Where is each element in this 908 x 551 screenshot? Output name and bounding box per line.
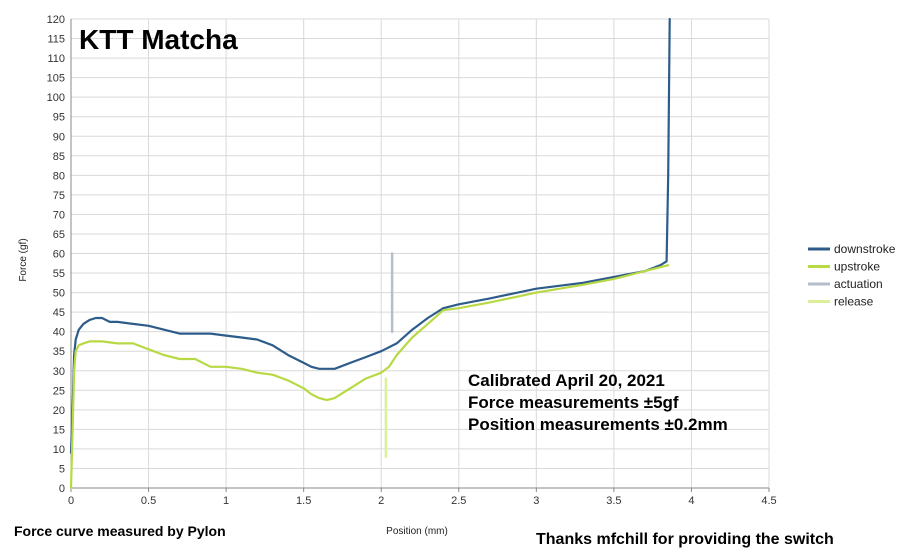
y-tick-label: 105	[47, 73, 65, 85]
y-tick-label: 55	[53, 268, 65, 280]
y-tick-label: 50	[53, 288, 65, 300]
y-tick-label: 90	[53, 131, 65, 143]
annotation-position-accuracy: Position measurements ±0.2mm	[468, 415, 728, 434]
y-tick-label: 0	[59, 483, 65, 495]
x-tick-label: 3	[533, 495, 539, 507]
y-tick-label: 95	[53, 112, 65, 124]
y-tick-label: 115	[47, 34, 65, 46]
y-tick-label: 120	[47, 14, 65, 26]
annotation-force-accuracy: Force measurements ±5gf	[468, 393, 679, 412]
tick-labels: 0510152025303540455055606570758085909510…	[47, 14, 777, 507]
x-tick-label: 3.5	[606, 495, 621, 507]
y-tick-label: 35	[53, 346, 65, 358]
x-tick-label: 2.5	[451, 495, 466, 507]
y-tick-label: 65	[53, 229, 65, 241]
x-tick-label: 0.5	[141, 495, 156, 507]
x-tick-label: 1.5	[296, 495, 311, 507]
y-tick-label: 5	[59, 463, 65, 475]
x-tick-label: 1	[223, 495, 229, 507]
legend-label-actuation: actuation	[834, 277, 883, 291]
y-tick-label: 40	[53, 327, 65, 339]
grid-lines	[70, 18, 770, 489]
y-tick-label: 100	[47, 92, 65, 104]
y-tick-label: 85	[53, 151, 65, 163]
y-tick-label: 25	[53, 385, 65, 397]
y-tick-label: 20	[53, 405, 65, 417]
series-upstroke	[69, 264, 670, 490]
legend-label-upstroke: upstroke	[834, 260, 880, 274]
x-tick-label: 0	[68, 495, 74, 507]
legend-label-downstroke: downstroke	[834, 242, 896, 256]
x-axis-label: Position (mm)	[386, 526, 448, 537]
x-tick-label: 4	[688, 495, 694, 507]
x-tick-label: 2	[378, 495, 384, 507]
footer-measured-by: Force curve measured by Pylon	[14, 523, 226, 539]
y-tick-label: 30	[53, 366, 65, 378]
axes	[70, 19, 770, 492]
chart-title: KTT Matcha	[79, 24, 238, 55]
series-lines	[69, 17, 671, 490]
y-tick-label: 75	[53, 190, 65, 202]
y-tick-label: 10	[53, 444, 65, 456]
y-axis-label: Force (gf)	[18, 238, 29, 281]
legend: downstroke upstroke actuation release	[808, 242, 896, 309]
legend-label-release: release	[834, 295, 874, 309]
annotation-calibrated: Calibrated April 20, 2021	[468, 371, 665, 390]
footer-thanks: Thanks mfchill for providing the switch	[536, 531, 834, 548]
y-tick-label: 70	[53, 209, 65, 221]
y-tick-label: 15	[53, 424, 65, 436]
y-tick-label: 60	[53, 249, 65, 261]
series-downstroke	[69, 17, 671, 454]
y-tick-label: 110	[47, 53, 65, 65]
y-tick-label: 80	[53, 170, 65, 182]
x-tick-label: 4.5	[761, 495, 776, 507]
y-tick-label: 45	[53, 307, 65, 319]
